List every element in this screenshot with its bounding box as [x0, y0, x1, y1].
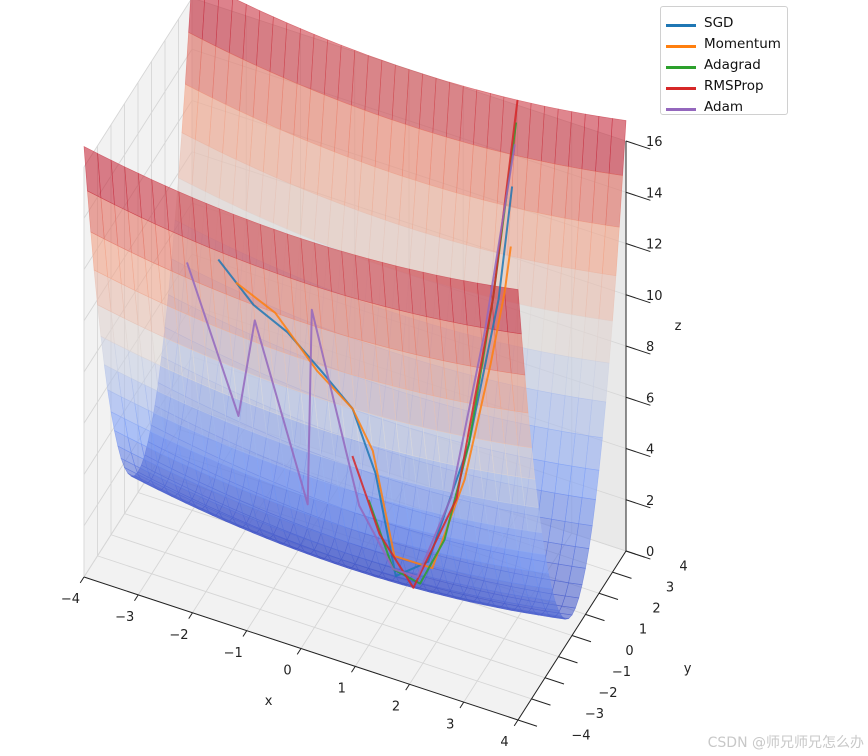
surface-cell	[574, 523, 593, 549]
surface-cell	[504, 287, 522, 335]
path-rmsprop	[351, 99, 519, 589]
x-tick	[296, 648, 302, 655]
legend-label: Momentum	[704, 36, 781, 52]
y-tick	[598, 592, 619, 600]
x-tick-label: −1	[224, 646, 243, 661]
z-tick-label: 14	[646, 186, 663, 201]
y-tick-label: 4	[679, 559, 687, 574]
x-tick-label: −2	[169, 628, 188, 643]
x-tick	[134, 594, 139, 602]
x-tick	[351, 666, 356, 673]
legend-swatch	[666, 87, 696, 90]
y-tick	[544, 677, 565, 685]
z-tick-label: 12	[646, 238, 663, 253]
z-tick-label: 10	[646, 289, 663, 304]
y-tick-label: 1	[639, 623, 647, 638]
z-tick-label: 0	[646, 545, 654, 560]
legend-swatch	[666, 66, 696, 69]
grid-line	[83, 0, 192, 168]
y-tick-label: 0	[625, 644, 633, 659]
x-tick	[79, 576, 85, 584]
watermark: CSDN @师兄师兄怎么办	[707, 735, 864, 751]
x-tick	[242, 630, 248, 637]
y-axis-label: y	[684, 662, 692, 677]
legend-label: RMSProp	[704, 78, 764, 94]
legend-swatch	[666, 108, 696, 111]
z-tick-label: 6	[646, 391, 654, 406]
x-tick-label: 1	[338, 682, 346, 697]
y-tick	[558, 656, 578, 664]
x-tick-label: 3	[446, 717, 454, 732]
z-tick-label: 8	[646, 340, 654, 355]
grid-line	[110, 534, 546, 679]
grid-line	[124, 513, 559, 658]
legend-label: Adagrad	[704, 57, 761, 73]
surface-mesh	[83, 0, 627, 620]
z-tick	[625, 345, 651, 355]
z-tick	[625, 448, 651, 458]
axis-labels: x y z	[265, 319, 692, 709]
z-tick	[625, 140, 651, 150]
y-tick-label: −1	[612, 665, 631, 680]
x-tick-label: 0	[283, 664, 291, 679]
legend-swatch	[666, 24, 696, 27]
path-sgd	[217, 186, 514, 578]
y-tick	[612, 571, 632, 579]
x-tick	[513, 719, 519, 727]
z-tick	[625, 499, 651, 509]
surface-cell	[568, 565, 586, 586]
y-tick	[531, 698, 551, 706]
y-tick	[571, 635, 592, 643]
z-tick	[625, 396, 651, 406]
x-tick	[405, 683, 410, 691]
x-tick-label: 4	[500, 735, 508, 750]
y-tick-label: 2	[652, 602, 660, 617]
y-tick-label: 3	[666, 580, 674, 595]
optimizer-paths	[186, 99, 519, 589]
y-tick-label: −4	[571, 728, 590, 743]
y-tick-label: −3	[585, 707, 604, 722]
y-tick	[585, 613, 605, 622]
z-tick	[625, 294, 651, 304]
grid-line	[97, 555, 532, 700]
y-tick-label: −2	[598, 686, 617, 701]
x-tick-label: −4	[61, 592, 80, 607]
legend-item-adagrad: Adagrad	[661, 55, 787, 75]
x-axis-label: x	[265, 694, 273, 709]
x-tick-label: −3	[115, 610, 134, 625]
surface-cell	[571, 546, 590, 569]
legend-item-momentum: Momentum	[661, 34, 787, 54]
x-tick-label: 2	[392, 699, 400, 714]
y-tick	[517, 719, 538, 727]
surface-cell	[564, 582, 583, 599]
legend-label: SGD	[704, 15, 734, 31]
z-tick	[625, 550, 651, 560]
legend-swatch	[666, 45, 696, 48]
x-tick	[459, 701, 465, 709]
x-tick	[188, 612, 193, 619]
z-tick-label: 16	[646, 135, 663, 150]
z-tick	[625, 191, 651, 201]
legend-item-rmsprop: RMSProp	[661, 76, 787, 96]
legend-item-sgd: SGD	[661, 13, 787, 33]
z-tick-label: 2	[646, 494, 654, 509]
z-axis-label: z	[675, 319, 682, 334]
legend-label: Adam	[704, 99, 743, 115]
path-adam	[186, 144, 516, 578]
legend: SGD Momentum Adagrad RMSProp Adam	[660, 6, 788, 115]
legend-item-adam: Adam	[661, 97, 787, 117]
z-tick	[625, 243, 651, 253]
z-tick-label: 4	[646, 443, 654, 458]
